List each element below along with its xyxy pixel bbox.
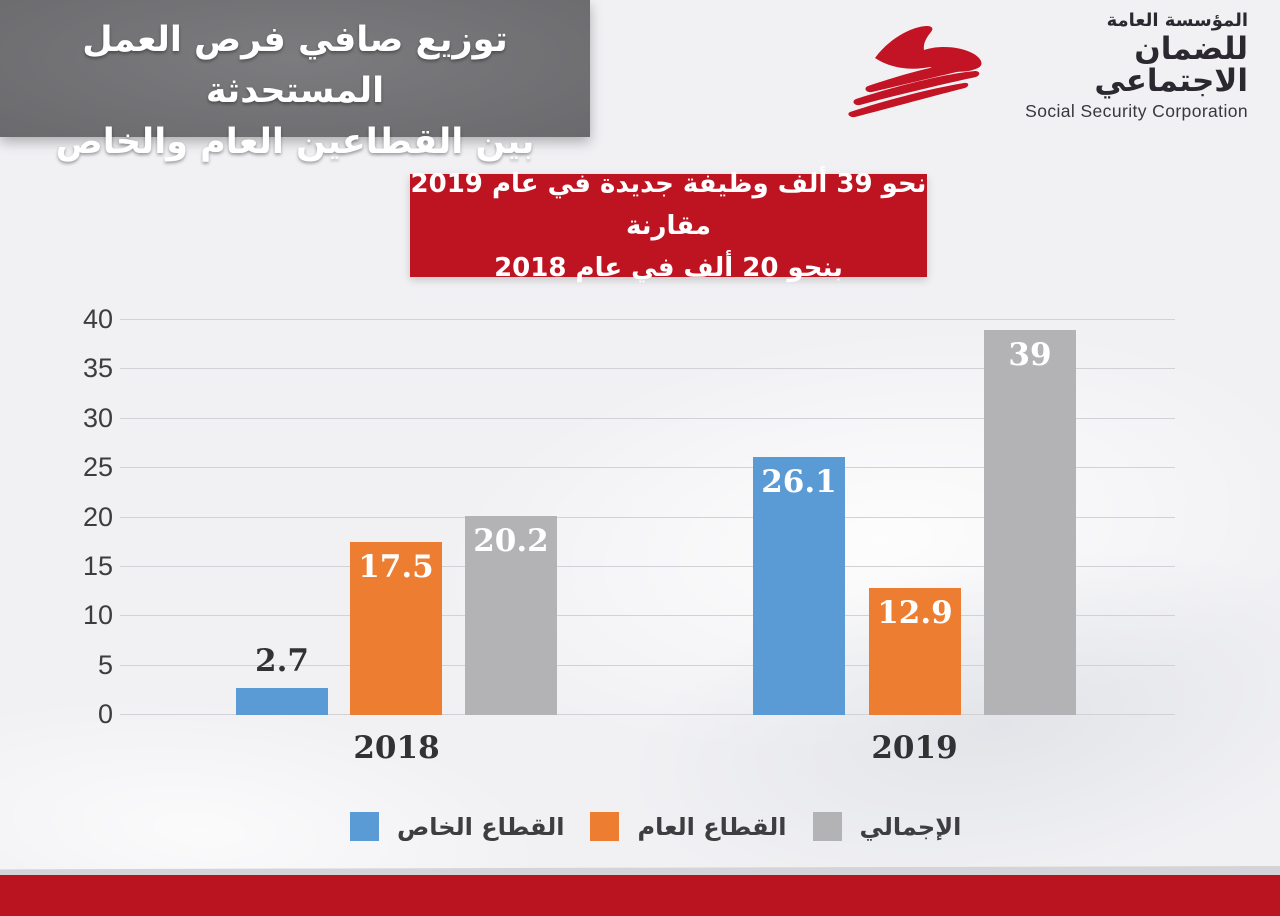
org-name-english: Social Security Corporation xyxy=(1025,100,1248,121)
org-name-arabic-large: للضمان الاجتماعي xyxy=(1094,30,1248,100)
y-axis-label: 0 xyxy=(97,699,113,729)
ssc-logo: المؤسسة العامة للضمان الاجتماعي Social S… xyxy=(848,9,1248,121)
bar-value-label: 20.2 xyxy=(473,522,549,559)
legend-swatch-icon xyxy=(350,812,379,841)
legend-item-2: الإجمالي xyxy=(812,812,962,841)
x-axis-label-2019: 2019 xyxy=(871,730,958,766)
footer-red-bar xyxy=(0,875,1280,916)
callout-line-1: نحو 39 ألف وظيفة جديدة في عام 2019 مقارن… xyxy=(410,168,927,241)
plot-area: 2.7 17.5 20.2 26.1 12.9 39 xyxy=(120,319,1175,715)
ssc-bird-icon xyxy=(848,25,982,117)
y-axis-label: 20 xyxy=(82,501,113,532)
legend-swatch-icon xyxy=(812,812,842,841)
bar-2018-series-0 xyxy=(236,688,328,715)
legend-label: القطاع العام xyxy=(637,812,787,841)
bar-value-label: 2.7 xyxy=(255,643,309,680)
legend-item-1: القطاع العام xyxy=(590,812,787,841)
bar-value-label: 26.1 xyxy=(761,464,837,501)
bar-value-label: 12.9 xyxy=(877,594,953,631)
y-axis-label: 30 xyxy=(82,402,113,433)
legend-swatch-icon xyxy=(590,812,620,841)
y-axis-label: 15 xyxy=(82,550,113,581)
x-axis-label-2018: 2018 xyxy=(353,730,440,766)
y-axis-label: 40 xyxy=(82,304,113,334)
y-axis-label: 25 xyxy=(82,452,113,483)
legend-label: الإجمالي xyxy=(859,812,962,841)
highlight-callout: نحو 39 ألف وظيفة جديدة في عام 2019 مقارن… xyxy=(410,169,927,283)
title-line-2: بين القطاعين العام والخاص xyxy=(55,122,535,162)
legend-item-0: القطاع الخاص xyxy=(350,812,564,841)
y-axis-label: 5 xyxy=(97,649,113,680)
callout-line-2: بنحو 20 ألف في عام 2018 xyxy=(494,252,843,283)
title-line-1: توزيع صافي فرص العمل المستحدثة xyxy=(82,20,508,111)
bar-2019-series-2 xyxy=(984,329,1076,715)
chart-legend: القطاع الخاص القطاع العام الإجمالي xyxy=(350,812,961,841)
legend-label: القطاع الخاص xyxy=(397,812,565,841)
y-axis-label: 10 xyxy=(82,600,113,631)
gridline xyxy=(120,319,1175,320)
ssc-logo-text: المؤسسة العامة للضمان الاجتماعي Social S… xyxy=(1023,9,1248,121)
page-title: توزيع صافي فرص العمل المستحدثة بين القطا… xyxy=(0,0,590,162)
org-name-arabic-small: المؤسسة العامة xyxy=(1106,9,1248,31)
bar-value-label: 39 xyxy=(1008,336,1052,373)
y-axis-label: 35 xyxy=(82,353,113,384)
